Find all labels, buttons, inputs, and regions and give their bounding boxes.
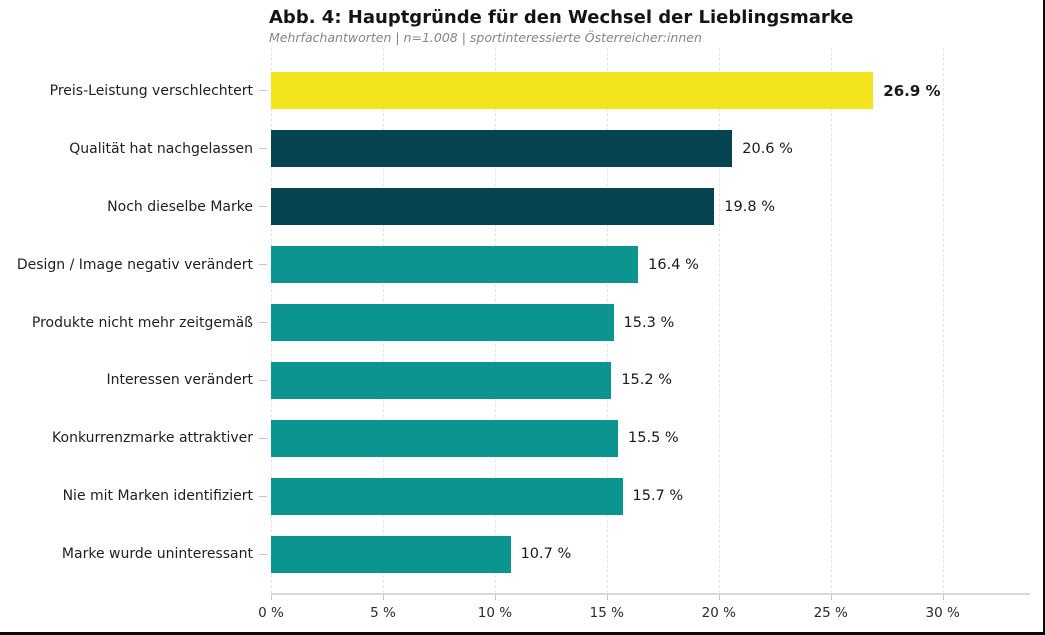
x-tick-mark [606, 595, 608, 600]
category-label: Design / Image negativ verändert [16, 256, 253, 273]
chart-subtitle: Mehrfachantworten | n=1.008 | sportinter… [269, 29, 702, 45]
y-tick-mark [259, 90, 267, 92]
y-tick-mark [259, 322, 267, 323]
bar [271, 419, 619, 457]
value-label: 15.3 % [623, 314, 675, 331]
gridline [942, 48, 944, 593]
x-tick-label: 10 % [477, 605, 513, 621]
y-tick-mark [259, 148, 267, 150]
category-label: Konkurrenzmarke attraktiver [52, 430, 253, 447]
chart-header: Abb. 4: Hauptgründe für den Wechsel der … [269, 7, 854, 45]
x-tick-mark [718, 595, 720, 600]
bar-row: Noch dieselbe Marke 19.8 % [0, 178, 1040, 236]
category-label: Marke wurde uninteressant [61, 546, 253, 563]
x-tick-label: 15 % [589, 605, 624, 621]
bar [271, 477, 623, 515]
value-label: 15.2 % [621, 372, 672, 389]
bar-row: Qualität hat nachgelassen 20.6 % [0, 120, 1040, 178]
bar [271, 72, 874, 110]
y-tick-mark [259, 264, 267, 266]
category-label: Nie mit Marken identifiziert [62, 488, 253, 505]
x-tick-label: 25 % [813, 605, 848, 621]
x-tick-mark [382, 595, 384, 600]
y-tick-mark [259, 495, 267, 497]
category-label: Interessen verändert [106, 372, 253, 389]
bar [271, 130, 733, 168]
category-label: Qualität hat nachgelassen [69, 140, 253, 157]
bar-row: Design / Image negativ verändert 16.4 % [0, 236, 1040, 294]
value-label: 20.6 % [742, 140, 793, 157]
bar-row: Preis-Leistung verschlechtert 26.9 % [0, 62, 1040, 120]
x-tick-label: 20 % [701, 605, 736, 621]
value-label: 15.7 % [632, 488, 684, 505]
x-tick-mark [271, 595, 272, 600]
bar [271, 188, 715, 226]
value-label: 16.4 % [648, 256, 699, 273]
bar-rows: Preis-Leistung verschlechtert 26.9 % Quali… [0, 62, 1040, 583]
y-tick-mark [259, 553, 267, 555]
y-tick-mark [259, 437, 267, 439]
bar [271, 304, 614, 341]
gridline [718, 48, 720, 593]
x-tick-label: 0 % [258, 605, 284, 621]
value-label: 26.9 % [883, 81, 941, 100]
bar-row: Interessen verändert 15.2 % [0, 351, 1040, 409]
chart-title: Abb. 4: Hauptgründe für den Wechsel der … [269, 7, 854, 28]
x-tick-mark [942, 595, 944, 600]
y-tick-mark [259, 379, 267, 381]
y-tick-mark [259, 206, 267, 208]
x-tick-mark [830, 595, 832, 600]
gridline [830, 48, 832, 593]
value-label: 15.5 % [628, 430, 679, 447]
x-tick-mark [494, 595, 496, 600]
category-label: Preis-Leistung verschlechtert [49, 82, 253, 99]
x-tick-label: 5 % [370, 605, 396, 621]
bar [271, 535, 511, 573]
bar [271, 246, 639, 284]
bar [271, 361, 612, 399]
category-label: Noch dieselbe Marke [107, 198, 253, 215]
bar-row: Konkurrenzmarke attraktiver 15.5 % [0, 409, 1040, 467]
category-label: Produkte nicht mehr zeitgemäß [31, 314, 253, 331]
x-tick-label: 30 % [925, 605, 960, 621]
bar-row: Produkte nicht mehr zeitgemäß 15.3 % [0, 294, 1040, 352]
bar-row: Marke wurde uninteressant 10.7 % [0, 525, 1040, 583]
value-label: 19.8 % [724, 198, 775, 215]
value-label: 10.7 % [520, 546, 572, 563]
bar-row: Nie mit Marken identifiziert 15.7 % [0, 467, 1040, 525]
